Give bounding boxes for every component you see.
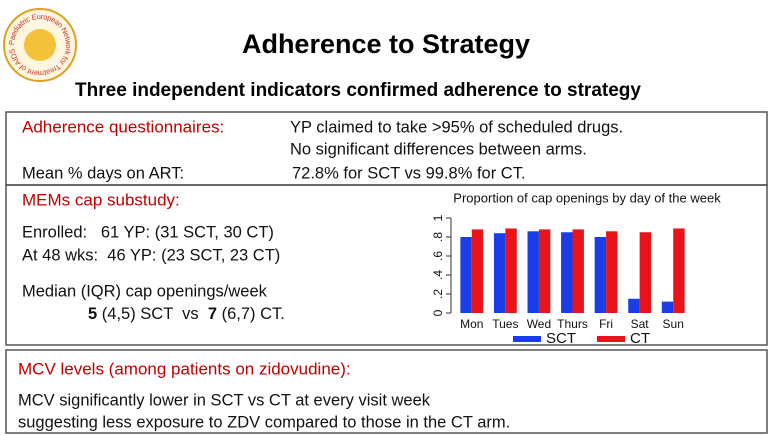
x-tick-label: Thurs <box>557 317 588 331</box>
y-tick-label: .8 <box>431 232 445 242</box>
x-tick-label: Tues <box>492 317 518 331</box>
legend-label: CT <box>630 330 650 347</box>
bar <box>471 229 484 313</box>
x-tick-label: Mon <box>460 317 483 331</box>
legend-swatch <box>597 336 625 342</box>
text-line: suggesting less exposure to ZDV compared… <box>18 413 510 431</box>
value: 72.8% for SCT vs 99.8% for CT. <box>292 164 526 182</box>
bar <box>661 301 674 313</box>
mcv-box <box>5 349 768 434</box>
legend-swatch <box>513 336 541 342</box>
bar <box>561 232 573 313</box>
bar <box>572 229 584 313</box>
x-tick-label: Wed <box>527 317 551 331</box>
bold-value: 5 <box>88 305 97 323</box>
x-tick-label: Fri <box>599 317 613 331</box>
text: (4,5) SCT vs <box>97 305 208 323</box>
result-line: 5 (4,5) SCT vs 7 (6,7) CT. <box>88 305 285 323</box>
bar <box>460 237 472 313</box>
text: (6,7) CT. <box>217 305 285 323</box>
chart-title: Proportion of cap openings by day of the… <box>453 190 721 205</box>
x-tick-label: Sun <box>663 317 684 331</box>
text-line: Median (IQR) cap openings/week <box>22 282 268 300</box>
label: Mean % days on ART: <box>22 164 184 182</box>
y-tick-label: 0 <box>431 309 445 316</box>
text-line: At 48 wks: 46 YP: (23 SCT, 23 CT) <box>22 246 280 264</box>
mems-box <box>5 184 768 346</box>
bar <box>493 233 506 313</box>
section-heading: MEMs cap substudy: <box>22 190 180 209</box>
text-line: Enrolled: 61 YP: (31 SCT, 30 CT) <box>22 223 274 241</box>
subtitle: Three independent indicators confirmed a… <box>75 80 641 101</box>
bar <box>527 231 539 313</box>
text-line: No significant differences between arms. <box>290 140 587 158</box>
bold-value: 7 <box>208 305 217 323</box>
text-line: YP claimed to take >95% of scheduled dru… <box>290 118 623 136</box>
bar <box>594 237 607 313</box>
chart: 0 .2 .4 .6 .8 1 Mon Tues Wed Thurs Fri Sat Sun SCT CT <box>431 214 685 347</box>
bar <box>628 298 640 313</box>
bar <box>505 228 517 313</box>
section-heading: Adherence questionnaires: <box>22 117 224 136</box>
text-line: MCV significantly lower in SCT vs CT at … <box>18 391 431 409</box>
x-tick-label: Sat <box>631 317 650 331</box>
bar <box>639 232 652 313</box>
logo-sun <box>24 29 56 61</box>
bar <box>673 228 685 313</box>
y-tick-label: .6 <box>431 251 445 261</box>
legend-label: SCT <box>546 330 576 347</box>
y-tick-label: .2 <box>431 289 445 299</box>
bar <box>606 231 618 313</box>
bar <box>538 229 551 313</box>
logo: Paediatric European Network for Treatmen… <box>3 8 77 82</box>
y-tick-label: 1 <box>431 214 445 221</box>
section-heading: MCV levels (among patients on zidovudine… <box>18 359 351 378</box>
y-tick-label: .4 <box>431 270 445 280</box>
title: Adherence to Strategy <box>242 29 530 59</box>
